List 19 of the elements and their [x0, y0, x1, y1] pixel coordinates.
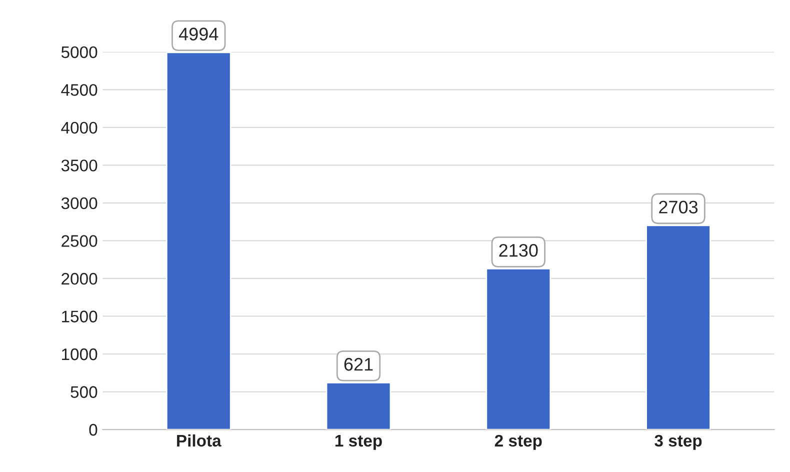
x-tick-label: Pilota: [177, 434, 222, 447]
y-tick-label: 4500: [61, 84, 98, 96]
x-tick-label: 2 step: [494, 434, 542, 450]
data-label: 621: [344, 358, 373, 371]
y-tick-label: 500: [70, 386, 98, 398]
y-tick-label: 5000: [61, 46, 98, 58]
data-label: 2130: [499, 244, 538, 257]
data-label: 2703: [659, 200, 698, 214]
y-tick-label: 2500: [62, 235, 98, 247]
y-tick-label: 1000: [62, 348, 98, 360]
y-tick-label: 2000: [62, 272, 98, 285]
data-label: 4994: [178, 28, 218, 40]
y-tick-label: 3000: [61, 197, 98, 210]
y-tick-label: 0: [89, 424, 98, 436]
y-tick-label: 3500: [61, 160, 98, 172]
x-tick-label: 3 step: [654, 434, 702, 450]
y-tick-label: 1500: [62, 310, 98, 322]
y-tick-label: 4000: [61, 122, 98, 134]
x-tick-label: 1 step: [335, 434, 382, 450]
